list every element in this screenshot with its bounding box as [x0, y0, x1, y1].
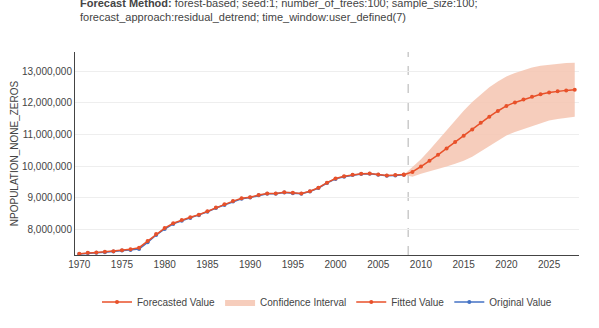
svg-text:Original Value: Original Value — [489, 297, 552, 308]
svg-text:NPOPULATION_NONE_ZEROS: NPOPULATION_NONE_ZEROS — [9, 80, 20, 226]
svg-text:2020: 2020 — [495, 259, 518, 270]
svg-text:Fitted Value: Fitted Value — [391, 297, 444, 308]
svg-text:2010: 2010 — [410, 259, 433, 270]
svg-text:Confidence Interval: Confidence Interval — [260, 297, 346, 308]
svg-text:1970: 1970 — [68, 259, 91, 270]
svg-text:2005: 2005 — [367, 259, 390, 270]
svg-text:1980: 1980 — [154, 259, 177, 270]
svg-text:8,000,000: 8,000,000 — [28, 224, 73, 235]
svg-text:10,000,000: 10,000,000 — [22, 161, 72, 172]
svg-text:12,000,000: 12,000,000 — [22, 97, 72, 108]
svg-text:13,000,000: 13,000,000 — [22, 66, 72, 77]
svg-text:2015: 2015 — [453, 259, 476, 270]
svg-text:2000: 2000 — [324, 259, 347, 270]
svg-text:1995: 1995 — [282, 259, 305, 270]
svg-text:1975: 1975 — [111, 259, 134, 270]
svg-text:Forecasted Value: Forecasted Value — [137, 297, 215, 308]
svg-text:Forecast Method: forest-based;: Forecast Method: forest-based; seed:1; n… — [80, 0, 477, 23]
svg-text:11,000,000: 11,000,000 — [23, 129, 73, 140]
svg-text:2025: 2025 — [538, 259, 561, 270]
svg-text:9,000,000: 9,000,000 — [28, 192, 73, 203]
svg-text:1985: 1985 — [196, 259, 219, 270]
svg-text:1990: 1990 — [239, 259, 262, 270]
